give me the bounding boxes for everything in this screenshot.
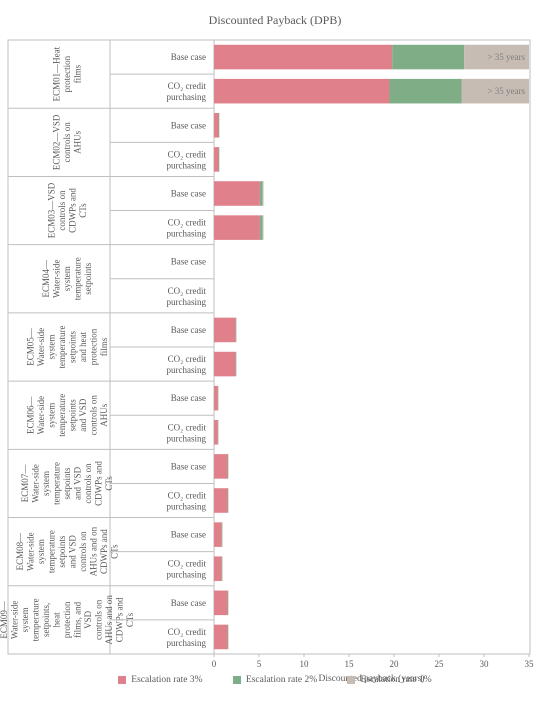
- legend-label-2pct: Escalation rate 2%: [245, 675, 318, 685]
- row-label-5-co2-credit: CO₂ credit purchasing: [167, 354, 207, 375]
- bar-1-base-case-series3: [464, 44, 529, 70]
- bar-8-base-case-series2: [221, 522, 223, 547]
- bar-6-co2-credit-series1: [214, 419, 218, 445]
- chart-title: Discounted Payback (DPB): [208, 13, 342, 27]
- bar-3-co2-credit-series3: [262, 215, 264, 240]
- bar-3-co2-credit-series2: [259, 215, 263, 240]
- bar-6-base-case-series3: [218, 385, 219, 411]
- bar-2-co2-credit-series2: [218, 147, 219, 172]
- x-tick-label-35: 35: [525, 659, 535, 669]
- row-label-9-co2-credit: CO₂ credit purchasing: [167, 627, 207, 648]
- bar-8-co2-credit-series1: [214, 556, 222, 582]
- row-label-8-base-case: Base case: [171, 530, 206, 540]
- row-label-1-co2-credit: CO₂ credit purchasing: [167, 81, 207, 102]
- bar-6-base-case-series1: [214, 385, 218, 411]
- group-label-8: ECM08—Water-sidesystemtemperaturesetpoin…: [15, 526, 120, 576]
- bar-7-co2-credit-series1: [214, 488, 228, 513]
- bar-7-co2-credit-series3: [227, 488, 229, 513]
- legend-label-1pct: Escalation rate 1%: [360, 675, 432, 685]
- bar-7-base-case-series2: [227, 454, 228, 479]
- plot-frame: [7, 39, 531, 655]
- legend-item-1pct: Escalation rate 1%: [347, 675, 432, 685]
- bar-6-base-case-series2: [217, 385, 219, 411]
- x-tick-label-20: 20: [390, 659, 400, 669]
- row-label-2-co2-credit: CO₂ credit purchasing: [167, 149, 207, 170]
- row-label-8-co2-credit: CO₂ credit purchasing: [167, 559, 207, 580]
- bar-7-co2-credit-series2: [227, 488, 228, 513]
- bar-3-co2-credit-series1: [214, 215, 260, 240]
- bar-5-base-case-series1: [214, 317, 236, 343]
- group-label-7: ECM07—Water-sidesystemtemperaturesetpoin…: [20, 461, 114, 506]
- group-label-1: ECM01—Heatprotectionfilms: [52, 46, 83, 101]
- row-label-9-base-case: Base case: [171, 598, 206, 608]
- legend-swatch-3pct: [118, 676, 127, 684]
- group-label-4: ECM04—Water-sidesystemtemperaturesetpoin…: [41, 257, 93, 300]
- bar-1-co2-credit-series1: [214, 78, 390, 104]
- row-label-6-co2-credit: CO₂ credit purchasing: [167, 422, 207, 443]
- bar-1-base-case-series2: [392, 44, 465, 70]
- bar-1-base-case-series1: [214, 44, 393, 70]
- bar-2-base-case-series1: [214, 112, 219, 138]
- bar-6-co2-credit-series2: [217, 419, 219, 445]
- bar-2-co2-credit-series3: [218, 147, 220, 172]
- bar-6-co2-credit-series3: [218, 419, 219, 445]
- bar-5-co2-credit-series3: [236, 351, 237, 377]
- legend: Escalation rate 3% Escalation rate 2% Es…: [0, 675, 550, 687]
- row-label-4-co2-credit: CO₂ credit purchasing: [167, 286, 207, 307]
- bar-8-base-case-series1: [214, 522, 222, 547]
- bar-2-base-case-series3: [218, 112, 220, 138]
- bar-3-base-case-series2: [259, 181, 263, 206]
- row-label-7-co2-credit: CO₂ credit purchasing: [167, 491, 207, 512]
- bar-5-co2-credit-series1: [214, 351, 236, 377]
- x-tick-label-0: 0: [212, 659, 217, 669]
- row-label-3-base-case: Base case: [171, 189, 206, 199]
- bar-5-co2-credit-series2: [235, 351, 237, 377]
- bar-2-base-case-series2: [218, 112, 219, 138]
- bar-2-co2-credit-series1: [214, 147, 219, 172]
- row-label-6-base-case: Base case: [171, 393, 206, 403]
- legend-swatch-1pct: [347, 676, 356, 684]
- bar-3-base-case-series3: [262, 181, 264, 206]
- x-tick-label-25: 25: [435, 659, 445, 669]
- group-label-6: ECM06—Water-sidesystemtemperaturesetpoin…: [25, 394, 109, 437]
- x-tick-label-10: 10: [300, 659, 310, 669]
- bar-7-base-case-series1: [214, 454, 228, 479]
- bar-9-base-case-series3: [227, 590, 229, 616]
- legend-label-3pct: Escalation rate 3%: [131, 675, 203, 685]
- legend-item-2pct: Escalation rate 2%: [232, 675, 318, 685]
- row-label-1-base-case: Base case: [171, 52, 206, 62]
- bar-9-base-case-series2: [227, 590, 228, 616]
- row-label-5-base-case: Base case: [171, 325, 206, 335]
- legend-item-3pct: Escalation rate 3%: [118, 675, 203, 685]
- bar-7-base-case-series3: [227, 454, 229, 479]
- bar-8-base-case-series3: [222, 522, 223, 547]
- bar-8-co2-credit-series3: [222, 556, 223, 582]
- x-tick-label-15: 15: [345, 659, 355, 669]
- x-tick-label-30: 30: [480, 659, 490, 669]
- bar-annotation-1-co2-credit: > 35 years: [487, 86, 525, 96]
- row-label-4-base-case: Base case: [171, 257, 206, 267]
- bar-1-co2-credit-series3: [461, 78, 529, 104]
- group-label-5: ECM05—Water-sidesystemtemperaturesetpoin…: [25, 326, 109, 369]
- row-label-2-base-case: Base case: [171, 120, 206, 130]
- x-tick-label-5: 5: [257, 659, 262, 669]
- bar-3-base-case-series1: [214, 181, 260, 206]
- legend-swatch-2pct: [232, 676, 241, 684]
- bar-9-co2-credit-series1: [214, 624, 228, 650]
- bar-8-co2-credit-series2: [221, 556, 223, 582]
- bar-9-co2-credit-series2: [227, 624, 228, 650]
- row-label-7-base-case: Base case: [171, 461, 206, 471]
- bar-9-base-case-series1: [214, 590, 228, 616]
- bar-5-base-case-series3: [236, 317, 237, 343]
- bar-5-base-case-series2: [235, 317, 237, 343]
- x-axis-title: Discounted payback (years): [318, 673, 424, 684]
- group-label-3: ECM03—VSDcontrols onCDWPs andCTs: [46, 182, 88, 238]
- bar-9-co2-credit-series3: [227, 624, 229, 650]
- bar-annotation-1-base-case: > 35 years: [487, 52, 525, 62]
- group-label-2: ECM02—VSDcontrols onAHUs: [52, 114, 83, 170]
- bar-1-co2-credit-series2: [389, 78, 462, 104]
- row-label-3-co2-credit: CO₂ credit purchasing: [167, 218, 207, 239]
